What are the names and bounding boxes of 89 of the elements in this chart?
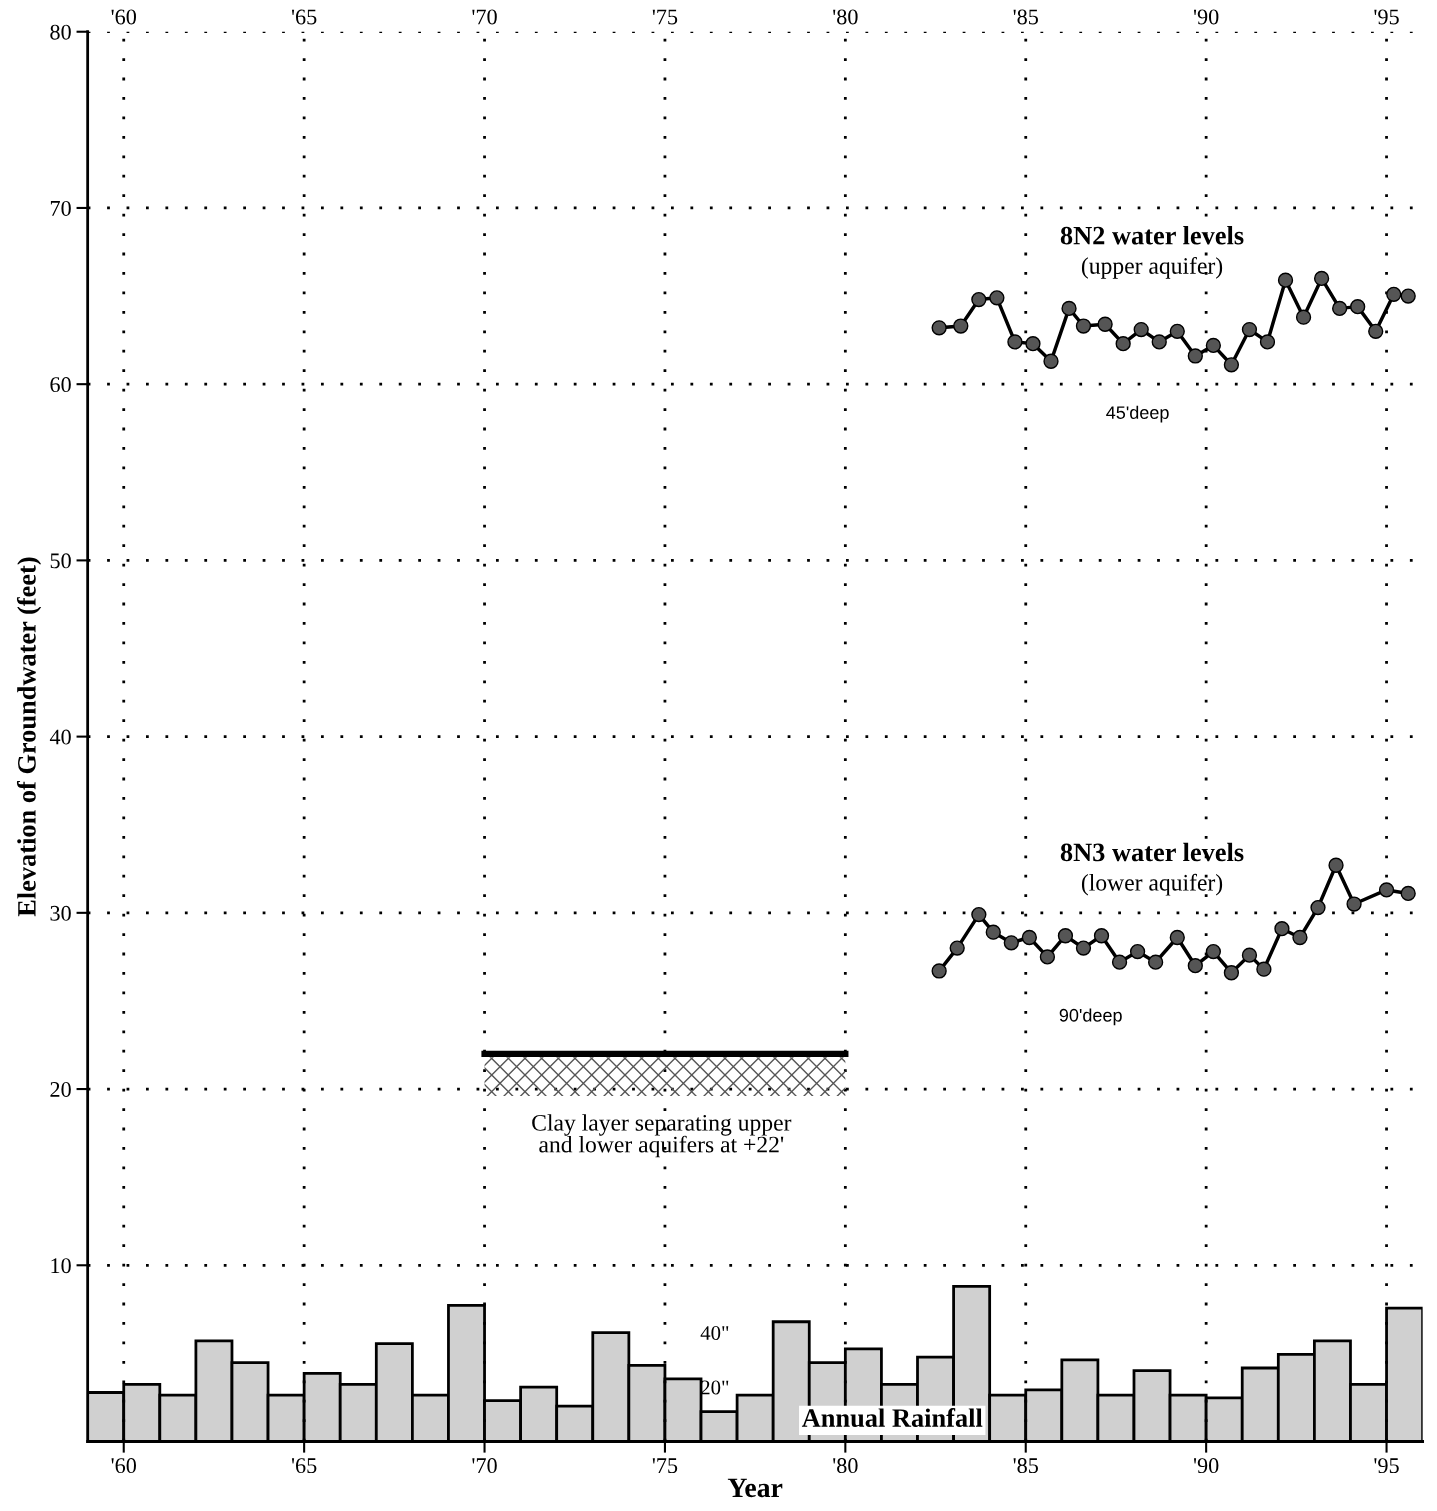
x-tick-label: '80: [833, 9, 858, 25]
x2-tick-label: '60: [111, 1458, 136, 1474]
point: [1292, 929, 1308, 946]
annotation: (lower aquifer): [1081, 873, 1223, 896]
point: [949, 940, 965, 956]
point: [931, 320, 947, 336]
point: [985, 924, 1001, 940]
y-tick-label: 60: [50, 377, 71, 393]
point: [1115, 336, 1131, 352]
y-tick-label: 40: [49, 729, 71, 745]
x-axis-title: Year: [727, 1478, 783, 1498]
point: [971, 906, 987, 923]
point: [1332, 300, 1348, 317]
x-tick-label: '85: [1013, 9, 1038, 25]
x2-tick-label: '95: [1374, 1458, 1399, 1474]
text: 8N3 water levels: [1060, 842, 1244, 862]
y-tick-label: 20: [50, 1081, 71, 1097]
point: [1169, 323, 1185, 339]
annotation: 45'deep: [1106, 405, 1169, 423]
y2-tick-label: 40": [700, 1326, 729, 1341]
point: [1205, 337, 1222, 354]
point: [953, 318, 969, 334]
point: [1328, 857, 1344, 873]
y2-tick-label: 20": [701, 1380, 729, 1395]
x-tick-label: '70: [472, 9, 497, 25]
annotation: 90'deep: [1059, 1008, 1122, 1026]
y-tick-label: 10: [51, 1258, 71, 1274]
x2-tick-label: '70: [472, 1458, 497, 1474]
point: [1295, 309, 1312, 325]
point: [1313, 270, 1330, 287]
point: [1346, 896, 1362, 912]
point: [1075, 940, 1092, 956]
y-axis-title: Elevation of Groundwater (feet): [16, 557, 42, 917]
x2-tick-label: '75: [652, 1458, 678, 1474]
y-tick-label: 70: [50, 200, 71, 216]
point: [971, 291, 987, 308]
point: [1151, 334, 1167, 350]
x-tick-label: '65: [291, 9, 317, 25]
point: [1350, 298, 1366, 315]
point: [1129, 943, 1146, 960]
y-tick-label: 80: [50, 24, 71, 40]
point: [1310, 899, 1326, 916]
point: [1043, 353, 1059, 369]
point: [1111, 954, 1128, 970]
point: [1277, 272, 1294, 288]
point: [1386, 286, 1402, 302]
point: [1223, 357, 1240, 373]
point: [1147, 954, 1164, 970]
x2-tick-label: '85: [1013, 1458, 1038, 1474]
point: [1003, 935, 1019, 951]
point: [1400, 288, 1416, 304]
point: [1205, 943, 1222, 960]
series-label: 8N2 water levels: [1060, 225, 1244, 245]
text: Clay layer separating upper and lower aquifers at +22': [532, 1114, 792, 1158]
point: [1378, 882, 1395, 898]
point: [1007, 334, 1023, 350]
point: [1025, 336, 1041, 352]
point: [1097, 316, 1113, 332]
x2-tick-label: '90: [1193, 1458, 1219, 1474]
point: [1274, 921, 1290, 937]
point: [989, 290, 1005, 306]
x-tick-label: '95: [1374, 9, 1399, 25]
annotation: (upper aquifer): [1081, 257, 1223, 279]
series-label: Annual Rainfall: [801, 1408, 983, 1428]
point: [1021, 929, 1037, 946]
x-tick-label: '90: [1193, 9, 1219, 25]
point: [1241, 321, 1258, 338]
point: [1256, 961, 1272, 977]
x2-tick-label: '80: [833, 1458, 858, 1474]
point: [1061, 300, 1077, 317]
point: [1133, 321, 1149, 338]
point: [1368, 323, 1384, 339]
point: [1223, 965, 1240, 981]
x-tick-label: '60: [111, 9, 136, 25]
point: [1057, 928, 1074, 944]
x2-tick-label: '65: [291, 1458, 317, 1474]
x-tick-label: '75: [652, 9, 678, 25]
point: [1039, 949, 1056, 965]
point: [931, 963, 947, 979]
point: [1075, 318, 1092, 334]
point: [1241, 947, 1258, 963]
point: [1259, 334, 1276, 350]
y-tick-label: 30: [50, 905, 71, 921]
point: [1400, 885, 1416, 902]
point: [1187, 348, 1203, 364]
point: [1169, 929, 1185, 946]
point: [1093, 928, 1110, 944]
point: [1187, 958, 1203, 974]
y-tick-label: 50: [50, 553, 71, 569]
